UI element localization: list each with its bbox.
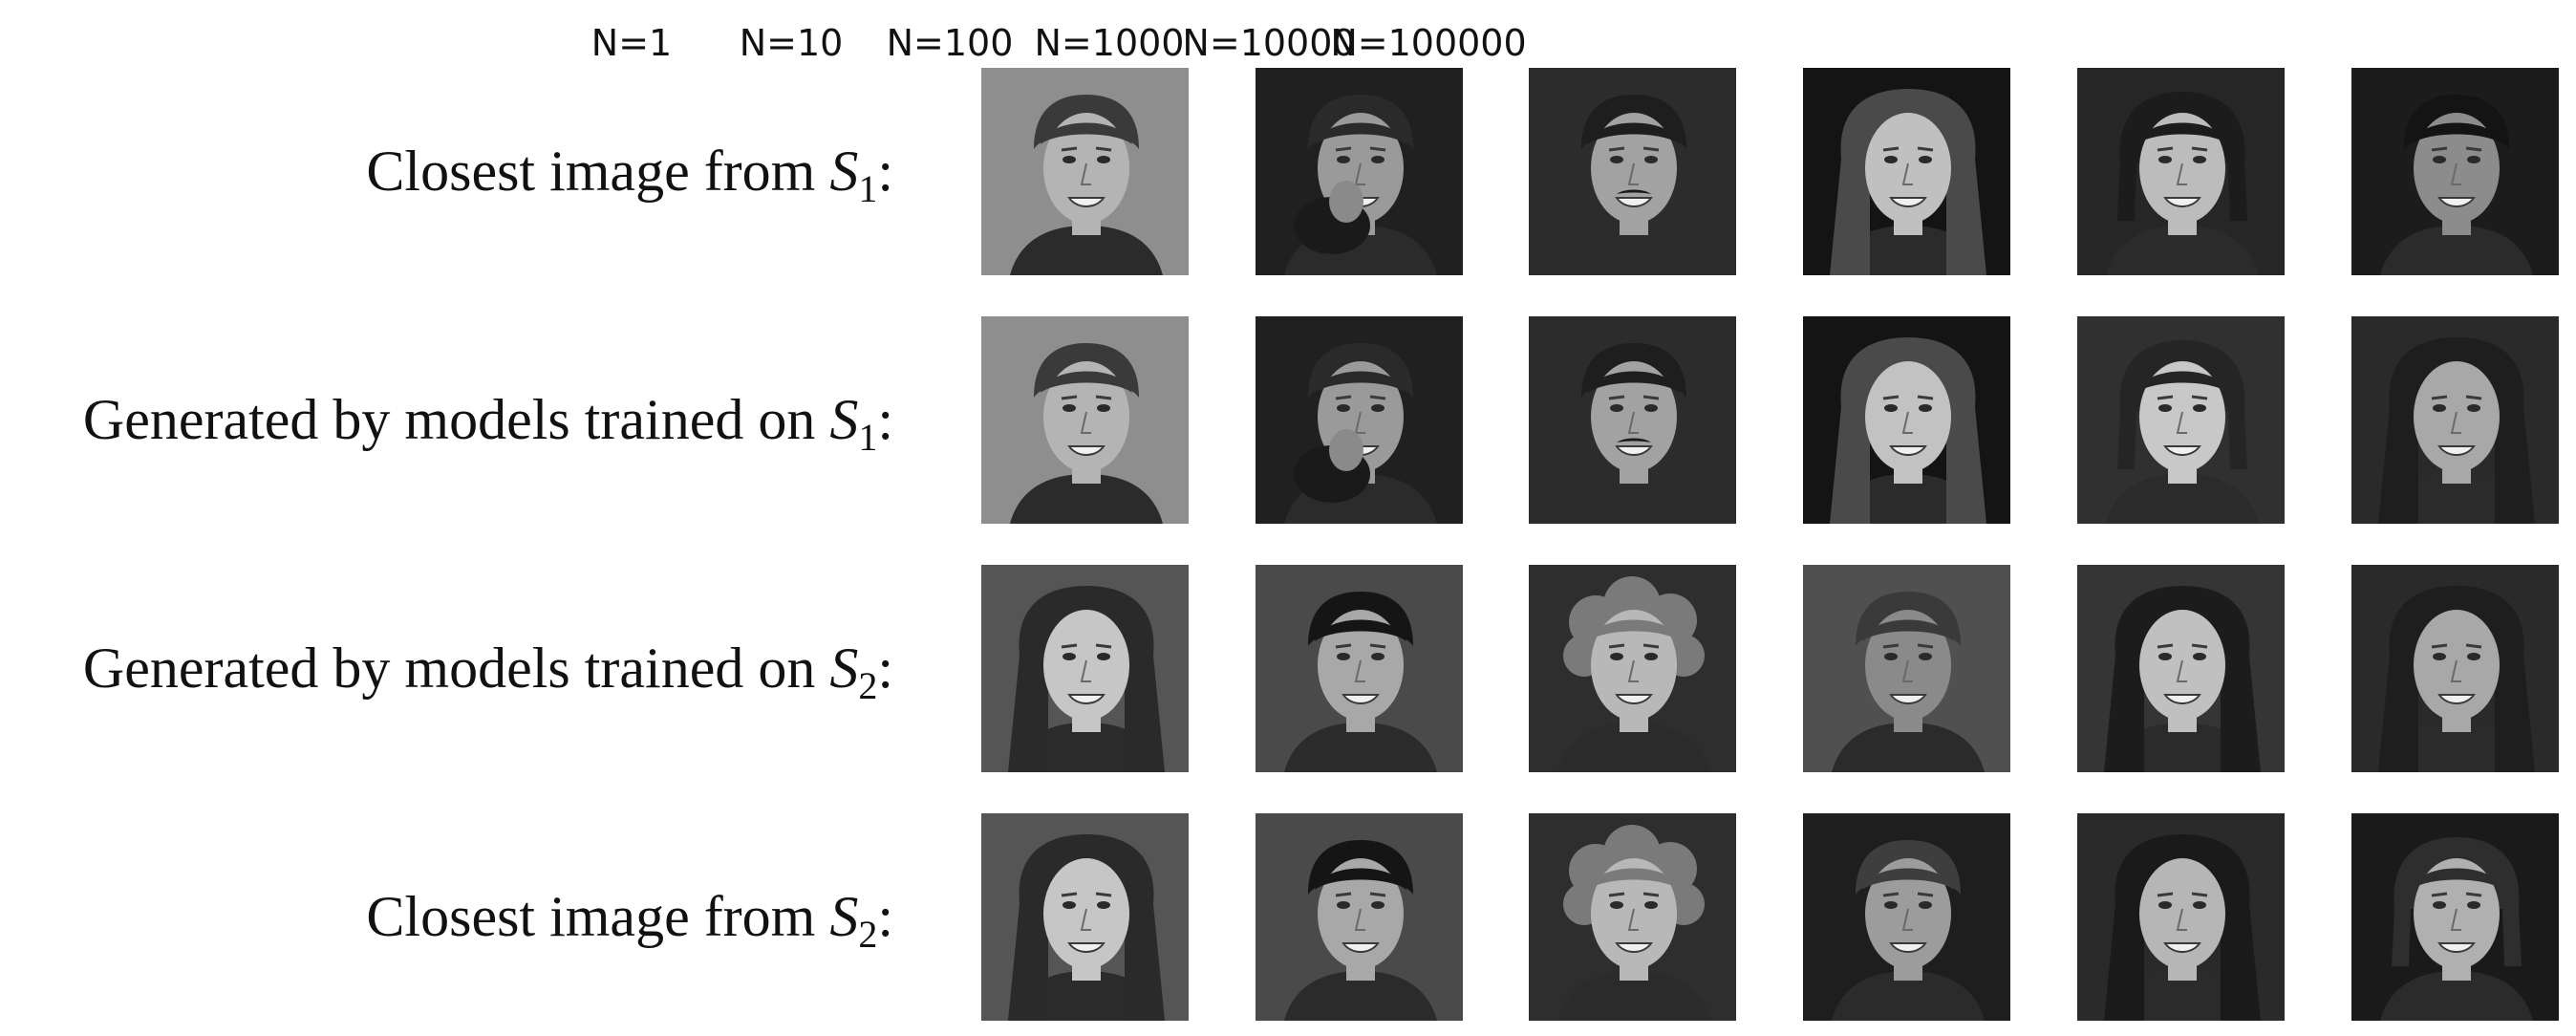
face-image [2077,68,2285,275]
row-label-text: Generated by models trained on [82,637,830,700]
face-image [1256,316,1463,524]
row-label-suffix: : [877,637,893,700]
face-image [1803,68,2010,275]
face-image [1256,68,1463,275]
row-label-generated-s1: Generated by models trained on S1: [0,386,893,459]
face-image [1529,565,1736,772]
row-label-subscript: 2 [858,664,878,707]
face-image [1529,316,1736,524]
column-header-n100: N=100 [886,22,1014,64]
column-header-n1000: N=1000 [1034,22,1185,64]
row-label-subscript: 1 [858,416,878,459]
column-header-n100000: N=100000 [1330,22,1527,64]
face-image [1256,565,1463,772]
column-header-n10: N=10 [739,22,844,64]
face-image [981,565,1189,772]
row-label-closest-s1: Closest image from S1: [0,138,893,210]
face-image [2077,565,2285,772]
face-image [1529,68,1736,275]
column-header-n10000: N=10000 [1182,22,1356,64]
row-label-generated-s2: Generated by models trained on S2: [0,635,893,707]
row-label-suffix: : [877,388,893,451]
column-header-n1: N=1 [590,22,673,64]
face-image [2351,565,2559,772]
row-label-text: Generated by models trained on [82,388,830,451]
face-image [2077,316,2285,524]
face-image [981,813,1189,1021]
row-label-subscript: 2 [858,913,878,956]
row-label-symbol: S [829,885,859,948]
face-image [1803,813,2010,1021]
row-label-text: Closest image from [366,885,830,948]
face-image [1529,813,1736,1021]
face-image [1803,316,2010,524]
row-label-symbol: S [829,140,859,203]
row-label-symbol: S [829,637,859,700]
face-image [981,68,1189,275]
row-label-suffix: : [877,140,893,203]
face-image [2351,68,2559,275]
face-image [1256,813,1463,1021]
face-image [2351,316,2559,524]
row-label-suffix: : [877,885,893,948]
row-label-subscript: 1 [858,167,878,210]
row-label-text: Closest image from [366,140,830,203]
face-image [2351,813,2559,1021]
face-image [1803,565,2010,772]
face-image [981,316,1189,524]
face-image [2077,813,2285,1021]
row-label-symbol: S [829,388,859,451]
row-label-closest-s2: Closest image from S2: [0,883,893,956]
